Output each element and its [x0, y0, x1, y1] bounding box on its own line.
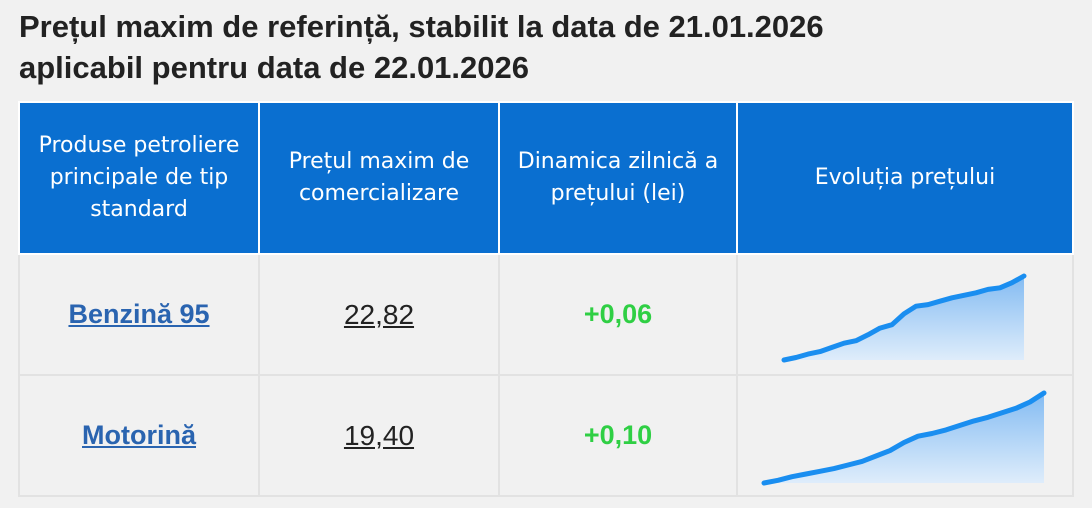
price-value[interactable]: 19,40: [343, 419, 415, 451]
header-product-line-2: principale de tip: [49, 165, 229, 190]
header-delta: Dinamica zilnică a prețului (lei): [498, 101, 738, 255]
price-trend-sparkline: [761, 390, 1047, 485]
header-price-line-2: comercializare: [298, 181, 460, 206]
header-delta-line-2: prețului (lei): [550, 181, 686, 206]
sparkline-line: [781, 273, 1027, 362]
product-cell: Motorină: [18, 374, 260, 497]
header-price-line-1: Prețul maxim de: [288, 149, 470, 174]
price-cell: 19,40: [258, 374, 500, 497]
title-line-2: aplicabil pentru data de 22.01.2026: [19, 50, 530, 85]
table-row: Motorină 19,40 +0,10: [18, 374, 1074, 497]
header-product: Produse petroliere principale de tip sta…: [18, 101, 260, 255]
price-trend-sparkline: [781, 273, 1027, 362]
header-row: Produse petroliere principale de tip sta…: [18, 101, 1074, 255]
daily-change-value: +0,06: [583, 299, 653, 329]
product-link-benzina-95[interactable]: Benzină 95: [68, 299, 210, 329]
header-product-line-3: standard: [90, 197, 188, 222]
sparkline-line: [761, 390, 1047, 485]
daily-change-value: +0,10: [583, 420, 653, 450]
trend-cell: [736, 253, 1074, 376]
header-price: Prețul maxim de comercializare: [258, 101, 500, 255]
trend-cell: [736, 374, 1074, 497]
table-row: Benzină 95 22,82 +0,06: [18, 253, 1074, 376]
price-cell: 22,82: [258, 253, 500, 376]
delta-cell: +0,10: [498, 374, 738, 497]
price-value[interactable]: 22,82: [343, 298, 415, 330]
title-line-1: Prețul maxim de referință, stabilit la d…: [19, 9, 824, 44]
header-delta-line-1: Dinamica zilnică a: [517, 149, 719, 174]
price-table: Produse petroliere principale de tip sta…: [18, 101, 1074, 497]
table-header: Produse petroliere principale de tip sta…: [18, 101, 1074, 255]
header-trend-label: Evoluția prețului: [814, 165, 996, 190]
product-link-motorina[interactable]: Motorină: [82, 420, 196, 450]
product-cell: Benzină 95: [18, 253, 260, 376]
header-trend: Evoluția prețului: [736, 101, 1074, 255]
page-title: Prețul maxim de referință, stabilit la d…: [19, 6, 1079, 88]
sparkline-area: [764, 392, 1044, 483]
delta-cell: +0,06: [498, 253, 738, 376]
header-product-line-1: Produse petroliere: [38, 133, 240, 158]
